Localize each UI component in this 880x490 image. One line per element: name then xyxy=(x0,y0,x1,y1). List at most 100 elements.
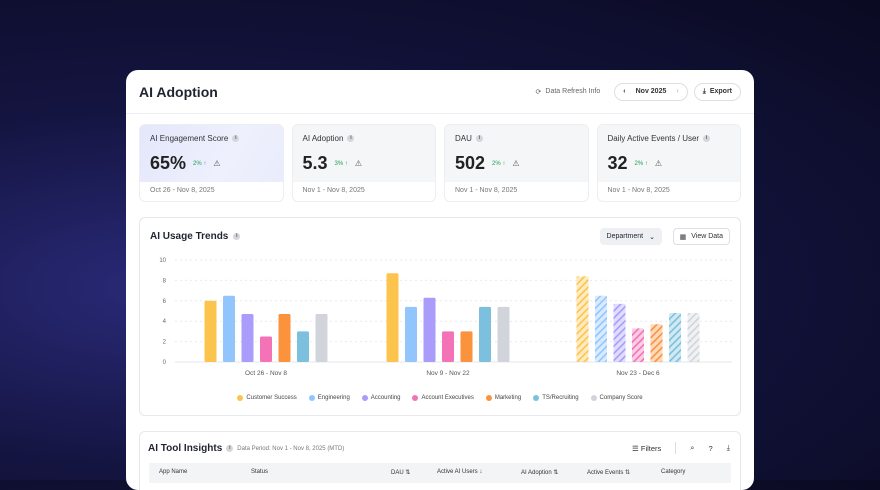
table-header: App Name Status DAU ⇅ Active AI Users ↓ AI A… xyxy=(149,463,731,483)
kpi-delta: 2% ↑ xyxy=(634,160,648,167)
warning-icon: ⚠ xyxy=(512,159,520,168)
y-tick-label: 0 xyxy=(163,360,167,366)
bar xyxy=(297,331,309,362)
x-tick-label: Nov 9 - Nov 22 xyxy=(426,370,470,377)
arrow-up-icon: ↑ xyxy=(502,160,506,167)
column-header[interactable]: Status xyxy=(251,469,269,475)
legend-swatch xyxy=(485,395,492,401)
kpi-card[interactable]: AI Engagement Score i 65% 2% ↑ ⚠ Oct 26 - N… xyxy=(139,124,284,202)
ai-tool-insights-panel: AI Tool Insights i Data Period: Nov 1 - No… xyxy=(139,431,741,490)
column-header[interactable]: App Name xyxy=(159,469,188,475)
kpi-delta: 3% ↑ xyxy=(334,160,348,167)
column-header[interactable]: Active Events ⇅ xyxy=(587,470,631,476)
bar xyxy=(278,314,291,362)
y-tick-label: 4 xyxy=(163,319,167,325)
trends-title: AI Usage Trends xyxy=(150,231,229,242)
table-icon: ▦ xyxy=(679,233,687,241)
legend-item[interactable]: Accounting xyxy=(361,395,400,401)
legend-item[interactable]: Engineering xyxy=(308,395,350,401)
column-header[interactable]: Active AI Users ↓ xyxy=(437,469,483,475)
ai-usage-trends-panel: 0 2 4 6 8 10 Oct 26 - Nov 8 Nov 9 - Nov 22 Nov 2… xyxy=(139,217,741,416)
kpi-date-range: Nov 1 - Nov 8, 2025 xyxy=(607,187,670,194)
page-title: AI Adoption xyxy=(139,83,218,100)
info-icon[interactable]: i xyxy=(703,135,711,142)
info-icon[interactable]: i xyxy=(233,233,241,240)
arrow-up-icon: ↑ xyxy=(344,160,348,167)
download-icon[interactable]: ⤓ xyxy=(726,443,730,452)
legend-swatch xyxy=(361,395,368,401)
chevron-right-icon[interactable]: › xyxy=(676,88,679,95)
kpi-label: Daily Active Events / User xyxy=(607,134,700,143)
tools-title: AI Tool Insights xyxy=(148,443,223,454)
kpi-delta: 2% ↑ xyxy=(193,160,207,167)
department-dropdown[interactable]: Department ⌄ xyxy=(599,228,662,245)
bar xyxy=(687,313,700,362)
filters-button[interactable]: ☰ Filters xyxy=(632,443,662,453)
warning-icon: ⚠ xyxy=(354,159,363,168)
search-icon[interactable]: ⌕ xyxy=(690,443,695,452)
bar xyxy=(423,297,436,362)
y-tick-label: 8 xyxy=(163,278,167,284)
legend-swatch xyxy=(533,395,540,401)
month-picker[interactable]: ‹ Nov 2025 › xyxy=(614,82,688,101)
bar xyxy=(650,324,663,362)
bar xyxy=(613,303,626,362)
kpi-card[interactable]: Daily Active Events / User i 32 2% ↑ ⚠ Nov … xyxy=(596,124,741,202)
column-header[interactable]: Category xyxy=(661,469,686,475)
column-header[interactable]: DAU ⇅ xyxy=(391,470,411,476)
bar xyxy=(632,328,644,362)
bar xyxy=(315,314,328,362)
usage-bar-chart: 0 2 4 6 8 10 Oct 26 - Nov 8 Nov 9 - Nov 22 Nov 2… xyxy=(159,258,732,377)
chevron-left-icon[interactable]: ‹ xyxy=(623,88,626,95)
header: AI Adoption ⟳ Data Refresh Info ‹ Nov 2025… xyxy=(126,70,754,114)
bar xyxy=(576,276,589,362)
bar xyxy=(223,295,235,362)
divider xyxy=(675,442,677,454)
kpi-delta: 2% ↑ xyxy=(492,160,506,167)
legend-swatch xyxy=(590,395,597,401)
kpi-card[interactable]: AI Adoption i 5.3 3% ↑ ⚠ Nov 1 - Nov 8, 202… xyxy=(291,124,436,202)
column-header[interactable]: AI Adoption ⇅ xyxy=(521,470,559,476)
kpi-value: 65% xyxy=(150,153,187,173)
kpi-label: DAU xyxy=(455,134,472,143)
legend-item[interactable]: Customer Success xyxy=(237,395,297,401)
export-button[interactable]: ⤓ Export xyxy=(693,82,741,101)
legend-item[interactable]: TS/Recruiting xyxy=(533,395,579,401)
chart-legend: Customer Success Engineering Accounting Acc… xyxy=(140,395,740,401)
bar xyxy=(669,313,681,362)
filter-icon: ☰ xyxy=(632,443,639,453)
bar xyxy=(405,306,417,362)
download-icon: ⤓ xyxy=(702,87,706,95)
kpi-value: 5.3 xyxy=(302,153,328,173)
help-icon[interactable]: ? xyxy=(708,443,713,453)
info-icon[interactable]: i xyxy=(226,445,234,452)
bar xyxy=(442,331,454,362)
legend-item[interactable]: Company Score xyxy=(590,395,643,401)
x-tick-label: Nov 23 - Dec 6 xyxy=(616,370,660,377)
view-data-button[interactable]: ▦ View Data xyxy=(672,228,730,245)
info-icon[interactable]: i xyxy=(475,135,483,142)
bar xyxy=(460,331,473,362)
bar xyxy=(497,306,510,362)
y-tick-label: 2 xyxy=(163,340,167,346)
legend-item[interactable]: Account Executives xyxy=(412,395,474,401)
kpi-value: 502 xyxy=(455,153,486,173)
data-refresh-info-button[interactable]: ⟳ Data Refresh Info xyxy=(535,88,601,96)
bar xyxy=(386,273,399,362)
chevron-down-icon: ⌄ xyxy=(649,233,655,241)
y-tick-label: 6 xyxy=(163,299,167,305)
kpi-card[interactable]: DAU i 502 2% ↑ ⚠ Nov 1 - Nov 8, 2025 xyxy=(444,124,589,202)
kpi-value: 32 xyxy=(607,153,628,173)
legend-swatch xyxy=(308,395,315,401)
info-icon[interactable]: i xyxy=(232,135,240,142)
bar xyxy=(204,300,217,362)
legend-swatch xyxy=(412,395,419,401)
kpi-date-range: Oct 26 - Nov 8, 2025 xyxy=(150,187,215,194)
legend-item[interactable]: Marketing xyxy=(485,395,521,401)
warning-icon: ⚠ xyxy=(213,159,221,168)
bar xyxy=(260,336,272,362)
info-icon[interactable]: i xyxy=(347,135,355,142)
arrow-up-icon: ↑ xyxy=(203,160,207,167)
kpi-label: AI Engagement Score xyxy=(150,134,229,143)
refresh-icon: ⟳ xyxy=(535,88,542,96)
